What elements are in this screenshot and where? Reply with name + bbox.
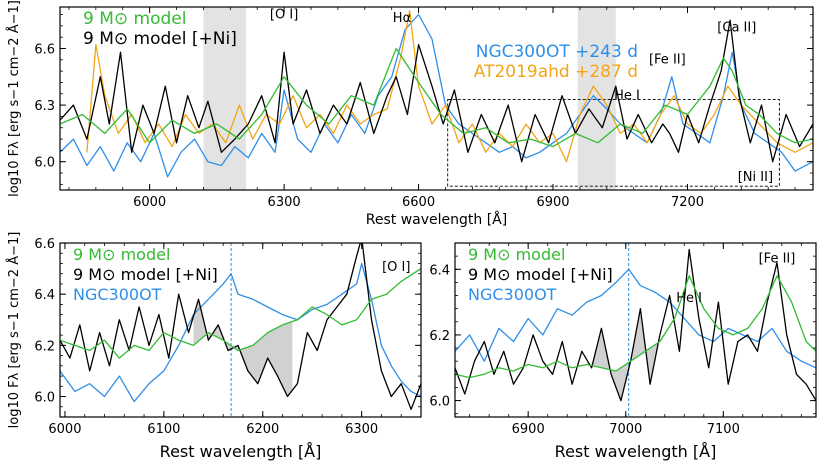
x-tick-label: 6300 — [345, 422, 378, 437]
y-tick-label: 6.0 — [429, 395, 450, 410]
line-annotation: [O I] — [270, 7, 298, 22]
line-annotation: [Ca II] — [717, 21, 756, 36]
y-tick-label: 6.2 — [34, 339, 55, 354]
series-line-9-m-model-ni- — [455, 248, 816, 402]
series-line-ngc300ot-243-d — [60, 13, 813, 178]
y-axis-label: log10 Fλ [erg s−1 cm−2 Å−1] — [6, 232, 22, 429]
panel-bottom-right: 6900 7000 7100 6.0 6.2 6.4 Rest wavelength [Å]… — [429, 242, 817, 461]
axes-frame — [454, 242, 817, 418]
y-tick-label: 6.0 — [34, 156, 55, 171]
panel-bottom-left: 6000 6100 6200 6300 6.0 6.2 6.4 6.6 Rest wavelen… — [6, 232, 422, 461]
line-annotation: He I — [614, 88, 640, 103]
series-line-ngc300ot — [455, 268, 816, 369]
x-tick-label: 6900 — [536, 195, 569, 210]
y-tick-label: 6.4 — [429, 263, 450, 278]
y-tick-label: 6.6 — [34, 43, 55, 58]
x-tick-label: 6300 — [268, 195, 301, 210]
line-annotation: Hα — [393, 11, 411, 26]
x-tick-label: 6200 — [246, 422, 279, 437]
legend-entry: 9 M⊙ model [+Ni] — [468, 265, 613, 284]
x-axis-label: Rest wavelength [Å] — [160, 442, 322, 461]
x-tick-label: 7100 — [707, 422, 740, 437]
difference-shading — [586, 313, 660, 398]
line-annotation: [Fe II] — [759, 252, 796, 267]
axes-frame — [59, 242, 422, 418]
series-line-9-m-model — [60, 47, 813, 148]
x-tick-label: 6100 — [147, 422, 180, 437]
line-annotation: He I — [676, 291, 702, 306]
line-annotation: [Fe II] — [649, 53, 686, 68]
plot-area — [60, 7, 813, 190]
plot-area — [455, 243, 816, 417]
series-line-9-m-model-ni- — [60, 243, 421, 410]
y-axis-label: log10 Fλ [erg s−1 cm−2 Å−1] — [6, 0, 22, 197]
series-line-9-m-model — [455, 275, 816, 379]
series-line-9-m-model-ni- — [60, 19, 813, 163]
x-tick-label: 7200 — [671, 195, 704, 210]
x-axis-label: Rest wavelength [Å] — [366, 211, 507, 228]
series-line-at2019ahd-287-d — [86, 10, 813, 163]
y-tick-label: 6.6 — [34, 237, 55, 252]
line-annotation: [O I] — [382, 260, 410, 275]
legend-entry: NGC300OT — [468, 285, 557, 304]
axes-frame — [59, 6, 814, 191]
panel-top: 6000 6300 6600 6900 7200 6.0 6.3 6.6 Rest wavele… — [6, 0, 814, 228]
legend-entry: AT2019ahd +287 d — [474, 62, 638, 82]
x-tick-label: 6900 — [512, 422, 545, 437]
legend-entry: NGC300OT +243 d — [476, 42, 638, 62]
inset-label: [Ni II] — [738, 170, 773, 185]
inset-box — [447, 98, 780, 187]
x-tick-label: 6000 — [133, 195, 166, 210]
plot-area — [60, 243, 421, 417]
x-tick-label: 6600 — [402, 195, 435, 210]
legend-entry: 9 M⊙ model — [468, 245, 565, 264]
legend-entry: 9 M⊙ model [+Ni] — [73, 265, 218, 284]
legend-entry: 9 M⊙ model — [73, 245, 170, 264]
shaded-region — [203, 7, 247, 190]
legend-entry: 9 M⊙ model — [83, 9, 186, 29]
series-line-9-m-model — [60, 268, 421, 359]
legend-entry: 9 M⊙ model [+Ni] — [83, 29, 237, 49]
series-line-ngc300ot — [60, 262, 421, 403]
x-axis-label: Rest wavelength [Å] — [555, 442, 717, 461]
x-tick-label: 6000 — [48, 422, 81, 437]
y-tick-label: 6.4 — [34, 288, 55, 303]
y-tick-label: 6.0 — [34, 391, 55, 406]
y-tick-label: 6.2 — [429, 329, 450, 344]
legend-entry: NGC300OT — [73, 285, 162, 304]
y-tick-label: 6.3 — [34, 99, 55, 114]
x-tick-label: 7000 — [609, 422, 642, 437]
